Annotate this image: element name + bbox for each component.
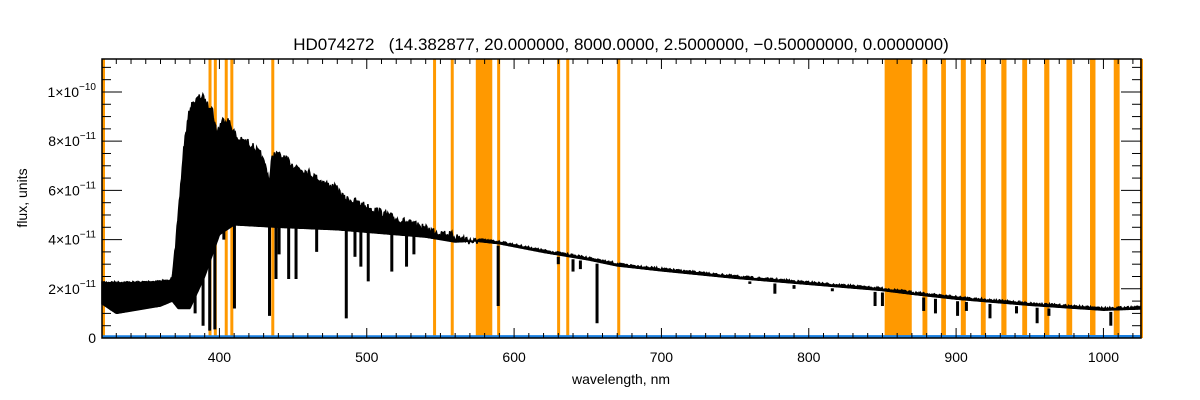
mask-band — [497, 59, 501, 338]
y-tick-exponent: −11 — [80, 131, 97, 142]
y-tick-mantissa: 1×10 — [47, 84, 79, 100]
x-tick-label: 1000 — [1088, 349, 1119, 365]
x-tick-label: 800 — [797, 349, 821, 365]
plot-frame — [101, 58, 1142, 339]
mask-band — [433, 59, 437, 338]
mask-band — [980, 59, 986, 338]
y-tick-label: 8×10−11 — [48, 131, 96, 149]
x-tick-label: 400 — [208, 349, 232, 365]
mask-band — [102, 59, 105, 338]
mask-band — [960, 59, 966, 338]
mask-band — [1090, 59, 1096, 338]
mask-band — [922, 59, 928, 338]
mask-band — [475, 59, 493, 338]
axes: 400 500 600 700 800 900 100002×10−114×10−116×1… — [47, 58, 1142, 365]
y-tick-mantissa: 2×10 — [48, 281, 80, 297]
chart-title: HD074272 (14.382877, 20.000000, 8000.000… — [293, 35, 949, 54]
y-tick-label: 0 — [88, 330, 96, 346]
mask-band — [1113, 59, 1120, 338]
x-tick-label: 700 — [650, 349, 674, 365]
y-axis-label: flux, units — [14, 168, 30, 227]
y-tick-label: 2×10−11 — [48, 279, 96, 297]
x-tick-label: 600 — [502, 349, 526, 365]
x-axis-label: wavelength, nm — [571, 371, 670, 387]
mask-band — [450, 59, 454, 338]
mask-band — [1044, 59, 1050, 338]
y-tick-label: 4×10−11 — [48, 230, 96, 248]
y-tick-mantissa: 0 — [88, 330, 96, 346]
y-tick-exponent: −10 — [79, 82, 96, 93]
y-tick-exponent: −11 — [80, 279, 97, 290]
y-tick-mantissa: 6×10 — [48, 182, 80, 198]
y-tick-mantissa: 4×10 — [48, 232, 80, 248]
y-tick-mantissa: 8×10 — [48, 133, 80, 149]
x-tick-label: 900 — [944, 349, 968, 365]
x-tick-label: 500 — [355, 349, 379, 365]
mask-band — [557, 59, 561, 338]
mask-band — [941, 59, 946, 338]
mask-band — [884, 59, 912, 338]
mask-band — [1066, 59, 1073, 338]
y-tick-exponent: −11 — [80, 230, 97, 241]
y-tick-label: 6×10−11 — [48, 180, 96, 198]
y-tick-exponent: −11 — [80, 180, 97, 191]
mask-band — [1001, 59, 1007, 338]
y-tick-label: 1×10−10 — [47, 82, 96, 100]
mask-band — [566, 59, 570, 338]
mask-band — [1022, 59, 1028, 338]
mask-band — [617, 59, 621, 338]
masked-regions — [102, 59, 1143, 338]
